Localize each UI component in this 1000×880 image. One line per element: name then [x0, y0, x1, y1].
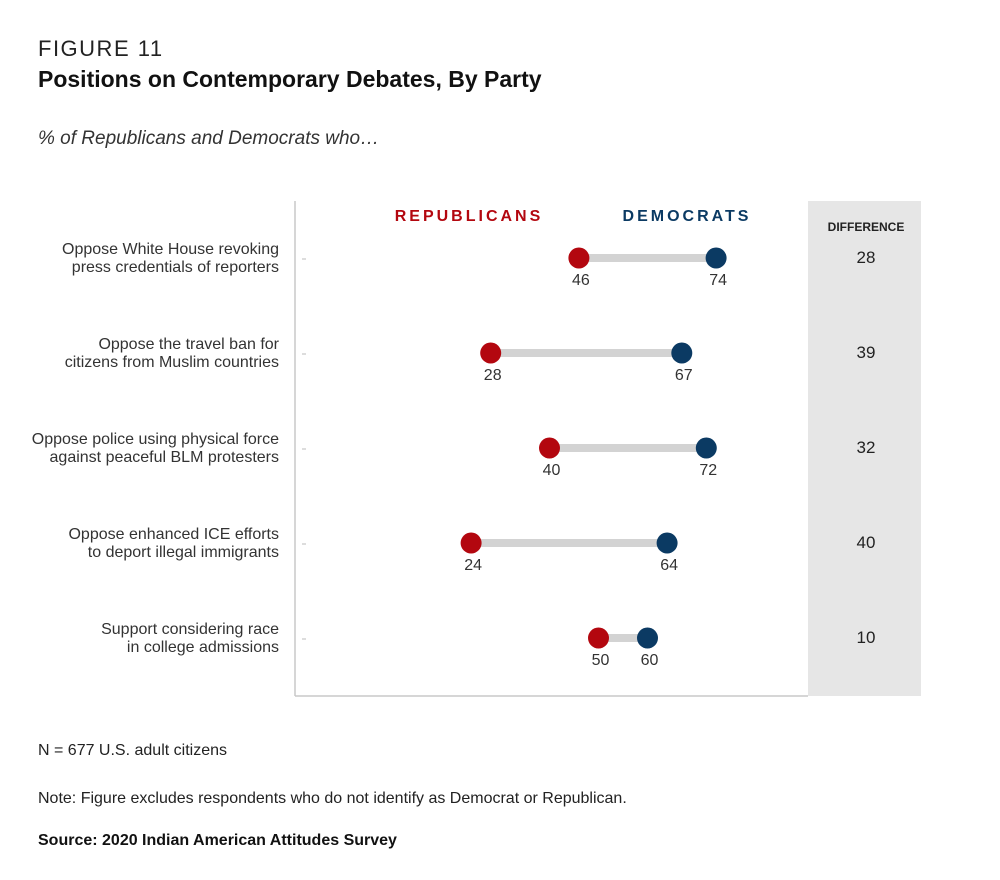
republican-value-label: 46	[572, 272, 590, 289]
difference-header: DIFFERENCE	[828, 220, 905, 234]
republican-value-label: 40	[543, 462, 561, 479]
democrat-dot	[705, 247, 727, 269]
difference-value: 32	[857, 438, 876, 457]
row-label-line2: against peaceful BLM protesters	[50, 449, 279, 466]
republican-dot	[568, 247, 590, 269]
republican-value-label: 24	[464, 557, 482, 574]
republican-dot	[480, 342, 502, 364]
row-label-line1: Oppose police using physical force	[32, 431, 279, 448]
republican-value-label: 50	[592, 652, 610, 669]
legend-democrats: DEMOCRATS	[623, 208, 752, 225]
row-label-line2: citizens from Muslim countries	[65, 354, 279, 371]
democrat-value-label: 64	[660, 557, 678, 574]
legend-republicans: REPUBLICANS	[395, 208, 544, 225]
chart-subtitle: % of Republicans and Democrats who…	[38, 128, 380, 149]
difference-value: 10	[857, 628, 876, 647]
row-label-line2: press credentials of reporters	[72, 259, 279, 276]
difference-value: 40	[857, 533, 876, 552]
sample-size-note: N = 677 U.S. adult citizens	[38, 742, 227, 759]
difference-value: 39	[857, 343, 876, 362]
democrat-dot	[695, 437, 717, 459]
row-label-line1: Oppose White House revoking	[62, 241, 279, 258]
row-label-line2: in college admissions	[127, 639, 279, 656]
row-label-line2: to deport illegal immigrants	[88, 544, 279, 561]
exclusion-note: Note: Figure excludes respondents who do…	[38, 790, 627, 807]
republican-value-label: 28	[484, 367, 502, 384]
difference-panel	[808, 201, 921, 696]
democrat-value-label: 60	[641, 652, 659, 669]
democrat-dot	[671, 342, 693, 364]
row-label-line1: Support considering race	[101, 621, 279, 638]
difference-value: 28	[857, 248, 876, 267]
republican-dot	[588, 627, 609, 649]
source-note: Source: 2020 Indian American Attitudes S…	[38, 832, 397, 849]
chart-title: Positions on Contemporary Debates, By Pa…	[38, 66, 542, 92]
row-label-line1: Oppose the travel ban for	[98, 336, 279, 353]
figure-label: FIGURE 11	[38, 36, 164, 61]
democrat-value-label: 74	[709, 272, 727, 289]
dumbbell-chart: REPUBLICANS DEMOCRATS DIFFERENCE Oppose …	[32, 201, 921, 697]
republican-dot	[460, 532, 482, 554]
row-label-line1: Oppose enhanced ICE efforts	[68, 526, 279, 543]
democrat-dot	[656, 532, 678, 554]
democrat-value-label: 72	[699, 462, 717, 479]
democrat-dot	[637, 627, 658, 649]
democrat-value-label: 67	[675, 367, 693, 384]
republican-dot	[539, 437, 560, 459]
